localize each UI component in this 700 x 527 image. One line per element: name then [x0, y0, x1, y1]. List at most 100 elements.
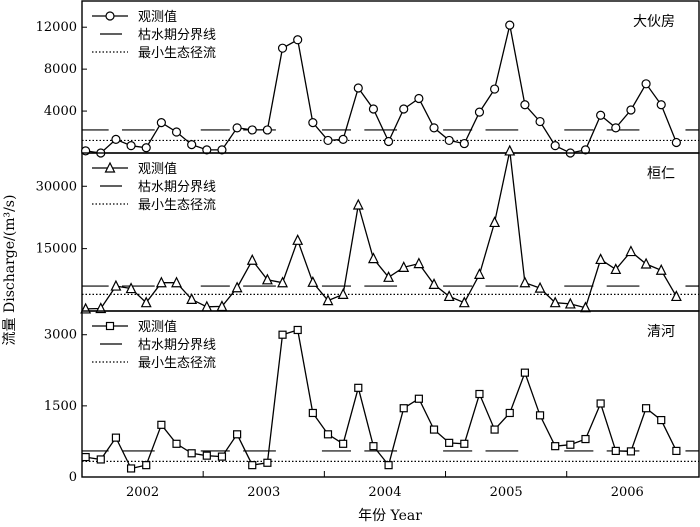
observed-point: [352, 198, 364, 210]
legend-observed-label: 观测值: [138, 9, 177, 25]
observed-point: [611, 446, 620, 456]
observed-point: [458, 296, 470, 308]
x-tick-label: 2006: [611, 485, 644, 500]
legend-min-eco-label: 最小生态径流: [138, 356, 216, 371]
observed-point: [141, 143, 151, 153]
observed-point: [217, 145, 227, 155]
observed-point: [429, 425, 439, 434]
observed-point: [596, 110, 606, 120]
legend-threshold-label: 枯水期分界线: [138, 28, 216, 43]
observed-point: [655, 263, 667, 275]
observed-point: [399, 404, 408, 413]
observed-point: [354, 383, 363, 392]
observed-point: [534, 281, 546, 293]
observed-point: [277, 276, 289, 288]
observed-point: [172, 439, 181, 448]
observed-point: [384, 461, 393, 470]
y-tick-label: 30000: [36, 179, 77, 194]
y-tick-label: 8000: [44, 62, 77, 77]
observed-point: [672, 446, 681, 456]
observed-point: [611, 123, 621, 133]
observed-point: [641, 404, 651, 413]
observed-point: [398, 261, 410, 272]
observed-point: [262, 125, 272, 135]
observed-point: [171, 127, 182, 137]
observed-point: [656, 100, 666, 110]
x-tick-label: 2004: [368, 485, 401, 500]
observed-point: [566, 440, 575, 449]
observed-point: [445, 438, 454, 447]
observed-point: [81, 146, 91, 156]
legend-min-eco-label: 最小生态径流: [138, 198, 216, 213]
observed-series-line: [85, 150, 677, 310]
station-name: 大伙房: [633, 14, 675, 30]
x-axis-label: 年份 Year: [358, 508, 422, 524]
observed-point: [293, 35, 303, 45]
observed-point: [263, 458, 272, 467]
observed-point: [489, 216, 501, 228]
y-tick-label: 1500: [44, 399, 77, 414]
observed-point: [171, 276, 182, 288]
observed-point: [369, 442, 378, 451]
y-tick-label: 15000: [36, 242, 77, 257]
legend-threshold-label: 枯水期分界线: [138, 338, 216, 353]
observed-point: [444, 135, 454, 146]
observed-series-line: [85, 329, 677, 470]
observed-point: [308, 117, 318, 128]
observed-point: [626, 447, 636, 456]
observed-point: [641, 79, 651, 89]
observed-point: [308, 408, 317, 418]
observed-point: [535, 411, 545, 420]
observed-point: [126, 464, 136, 473]
observed-point: [505, 20, 515, 30]
observed-point: [140, 296, 152, 308]
observed-point: [248, 461, 257, 470]
observed-point: [246, 253, 258, 265]
observed-point: [202, 145, 212, 155]
station-name: 清河: [647, 324, 675, 340]
observed-point: [368, 104, 379, 114]
observed-point: [505, 408, 514, 418]
observed-point: [202, 451, 211, 460]
observed-point: [595, 253, 607, 265]
observed-point: [278, 330, 287, 339]
observed-point: [580, 145, 591, 155]
x-tick-label: 2003: [247, 485, 280, 500]
observed-point: [232, 123, 242, 133]
observed-point: [596, 399, 605, 408]
observed-point: [475, 389, 484, 399]
observed-point: [625, 245, 637, 257]
observed-point: [323, 430, 333, 439]
observed-point: [581, 434, 590, 444]
observed-point: [564, 297, 576, 309]
observed-point: [337, 288, 349, 299]
observed-point: [520, 368, 530, 377]
observed-point: [550, 141, 560, 151]
legend-min-eco-label: 最小生态径流: [138, 46, 216, 61]
observed-point: [535, 116, 545, 127]
observed-point: [231, 281, 243, 293]
legend-observed-marker: [105, 11, 115, 21]
observed-point: [519, 276, 531, 288]
observed-point: [610, 263, 622, 275]
observed-point: [520, 100, 530, 110]
observed-point: [428, 278, 440, 289]
observed-point: [110, 279, 122, 291]
observed-point: [261, 273, 273, 285]
observed-point: [247, 125, 257, 135]
observed-point: [95, 302, 107, 314]
observed-point: [460, 439, 469, 448]
observed-point: [640, 257, 652, 269]
observed-point: [277, 43, 288, 53]
observed-point: [490, 84, 500, 94]
y-axis-label: 流量 Discharge/(m³/s): [2, 195, 18, 346]
x-tick-label: 2002: [126, 485, 159, 500]
observed-point: [339, 439, 348, 448]
observed-point: [383, 136, 394, 147]
